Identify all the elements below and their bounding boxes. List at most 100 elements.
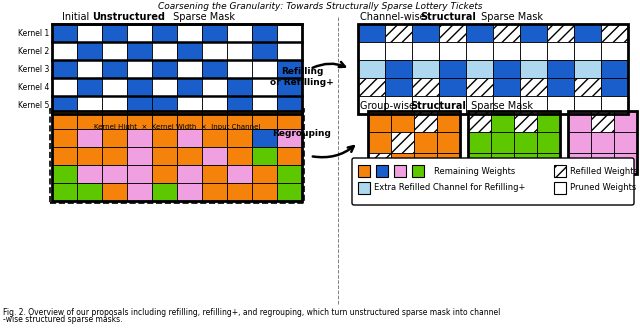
Bar — [493, 42, 520, 60]
Bar — [466, 24, 493, 42]
Bar — [468, 153, 491, 174]
Text: Kernel 2: Kernel 2 — [18, 46, 49, 56]
Bar — [202, 42, 227, 60]
Bar — [358, 42, 385, 60]
Bar — [591, 153, 614, 174]
Bar — [277, 60, 302, 78]
Bar — [127, 183, 152, 201]
Bar — [537, 111, 560, 132]
Bar — [412, 24, 439, 42]
Bar — [547, 42, 574, 60]
Bar — [277, 24, 302, 42]
Bar — [376, 165, 388, 177]
Bar — [177, 42, 202, 60]
Bar — [77, 111, 102, 129]
Bar — [412, 42, 439, 60]
Bar — [466, 96, 493, 114]
Bar — [127, 165, 152, 183]
Bar — [202, 111, 227, 129]
Text: Sparse Mask: Sparse Mask — [170, 12, 235, 22]
Bar — [391, 132, 414, 153]
Bar — [385, 78, 412, 96]
Bar — [493, 78, 520, 96]
Bar — [277, 96, 302, 114]
Bar — [493, 96, 520, 114]
Bar — [127, 147, 152, 165]
Bar — [152, 42, 177, 60]
Bar — [358, 60, 385, 78]
Bar — [227, 147, 252, 165]
Text: Remaining Weights: Remaining Weights — [434, 166, 515, 175]
Bar — [358, 24, 385, 42]
Text: Kernel 4: Kernel 4 — [18, 83, 49, 91]
Text: Sparse Mask: Sparse Mask — [468, 101, 533, 111]
Text: Kernel 5: Kernel 5 — [18, 100, 49, 110]
Bar — [52, 60, 77, 78]
Bar — [152, 111, 177, 129]
Bar — [152, 96, 177, 114]
Bar — [227, 183, 252, 201]
Bar — [394, 165, 406, 177]
Bar — [368, 111, 391, 132]
Bar — [277, 165, 302, 183]
Bar — [202, 60, 227, 78]
Bar — [227, 165, 252, 183]
Bar — [177, 111, 202, 129]
Bar — [102, 111, 127, 129]
Bar — [368, 153, 391, 174]
Bar — [491, 111, 514, 132]
Bar — [537, 132, 560, 153]
Bar — [491, 153, 514, 174]
Bar — [601, 96, 628, 114]
Bar — [468, 111, 491, 132]
Bar — [252, 129, 277, 147]
Bar — [601, 42, 628, 60]
Bar — [77, 60, 102, 78]
Bar — [252, 96, 277, 114]
Text: Sparse Mask: Sparse Mask — [478, 12, 543, 22]
Bar — [568, 111, 637, 174]
Bar — [568, 132, 591, 153]
Bar — [52, 129, 77, 147]
Bar — [227, 42, 252, 60]
Bar — [368, 111, 460, 174]
Bar — [574, 42, 601, 60]
Bar — [52, 111, 302, 201]
Bar — [202, 96, 227, 114]
Bar — [547, 60, 574, 78]
Bar — [152, 165, 177, 183]
Bar — [152, 78, 177, 96]
Bar — [412, 60, 439, 78]
Bar — [177, 24, 202, 42]
Bar — [177, 78, 202, 96]
Bar — [514, 111, 537, 132]
Bar — [77, 24, 102, 42]
Bar — [601, 24, 628, 42]
Bar — [468, 111, 560, 174]
Bar — [437, 111, 460, 132]
Text: Regrouping: Regrouping — [273, 130, 332, 139]
Bar — [358, 24, 628, 114]
Bar — [102, 42, 127, 60]
Bar — [77, 183, 102, 201]
Bar — [127, 24, 152, 42]
Bar — [601, 60, 628, 78]
Bar — [358, 96, 385, 114]
Bar — [102, 183, 127, 201]
Bar — [468, 132, 491, 153]
Bar — [574, 78, 601, 96]
Bar — [439, 60, 466, 78]
Bar — [574, 96, 601, 114]
Bar — [277, 78, 302, 96]
Bar — [252, 60, 277, 78]
Bar — [177, 147, 202, 165]
Bar — [202, 183, 227, 201]
Bar — [574, 24, 601, 42]
Bar — [514, 132, 537, 153]
Bar — [277, 147, 302, 165]
Bar — [412, 78, 439, 96]
Text: Kernel 3: Kernel 3 — [18, 64, 49, 73]
Bar — [202, 129, 227, 147]
Bar — [568, 111, 591, 132]
Bar — [102, 147, 127, 165]
